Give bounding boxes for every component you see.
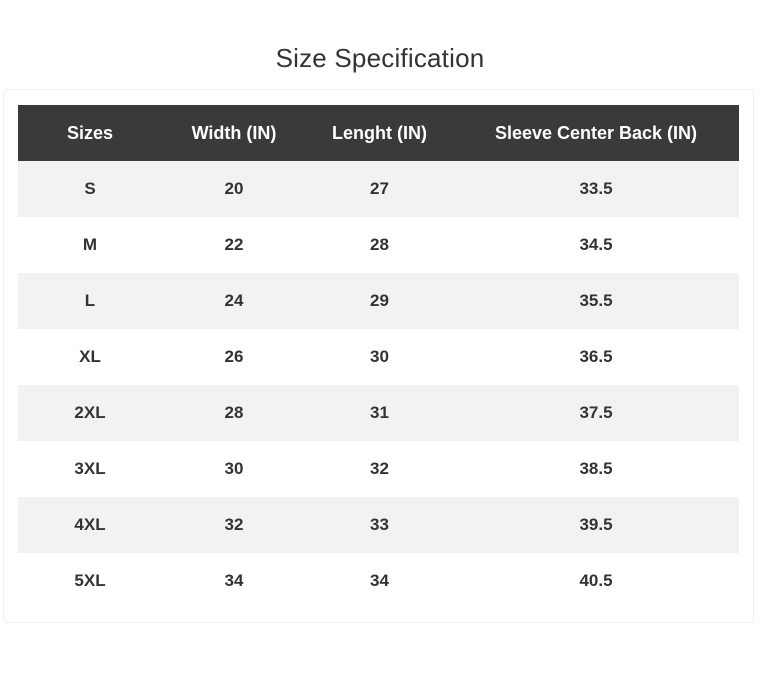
- cell-length: 31: [306, 385, 453, 441]
- cell-width: 20: [162, 161, 306, 217]
- header-length: Lenght (IN): [306, 105, 453, 161]
- table-row: 4XL 32 33 39.5: [18, 497, 739, 553]
- header-width: Width (IN): [162, 105, 306, 161]
- table-row: M 22 28 34.5: [18, 217, 739, 273]
- cell-sleeve: 33.5: [453, 161, 739, 217]
- cell-size: L: [18, 273, 162, 329]
- table-row: S 20 27 33.5: [18, 161, 739, 217]
- page-title: Size Specification: [275, 43, 485, 73]
- cell-length: 30: [306, 329, 453, 385]
- cell-sleeve: 40.5: [453, 553, 739, 609]
- cell-size: 3XL: [18, 441, 162, 497]
- cell-width: 28: [162, 385, 306, 441]
- cell-length: 29: [306, 273, 453, 329]
- cell-length: 33: [306, 497, 453, 553]
- cell-size: 5XL: [18, 553, 162, 609]
- table-row: 3XL 30 32 38.5: [18, 441, 739, 497]
- cell-sleeve: 39.5: [453, 497, 739, 553]
- cell-size: 4XL: [18, 497, 162, 553]
- cell-size: S: [18, 161, 162, 217]
- size-specification-table: Sizes Width (IN) Lenght (IN) Sleeve Cent…: [18, 105, 739, 609]
- header-sleeve-center-back: Sleeve Center Back (IN): [453, 105, 739, 161]
- cell-sleeve: 37.5: [453, 385, 739, 441]
- cell-sleeve: 34.5: [453, 217, 739, 273]
- table-row: 2XL 28 31 37.5: [18, 385, 739, 441]
- cell-sleeve: 36.5: [453, 329, 739, 385]
- header-sizes: Sizes: [18, 105, 162, 161]
- cell-width: 22: [162, 217, 306, 273]
- cell-sleeve: 38.5: [453, 441, 739, 497]
- cell-sleeve: 35.5: [453, 273, 739, 329]
- cell-size: 2XL: [18, 385, 162, 441]
- table-row: L 24 29 35.5: [18, 273, 739, 329]
- cell-width: 34: [162, 553, 306, 609]
- cell-length: 32: [306, 441, 453, 497]
- cell-length: 27: [306, 161, 453, 217]
- cell-width: 30: [162, 441, 306, 497]
- cell-width: 26: [162, 329, 306, 385]
- table-row: XL 26 30 36.5: [18, 329, 739, 385]
- cell-size: M: [18, 217, 162, 273]
- table-header-row: Sizes Width (IN) Lenght (IN) Sleeve Cent…: [18, 105, 739, 161]
- table-row: 5XL 34 34 40.5: [18, 553, 739, 609]
- cell-width: 24: [162, 273, 306, 329]
- cell-length: 34: [306, 553, 453, 609]
- cell-length: 28: [306, 217, 453, 273]
- cell-size: XL: [18, 329, 162, 385]
- cell-width: 32: [162, 497, 306, 553]
